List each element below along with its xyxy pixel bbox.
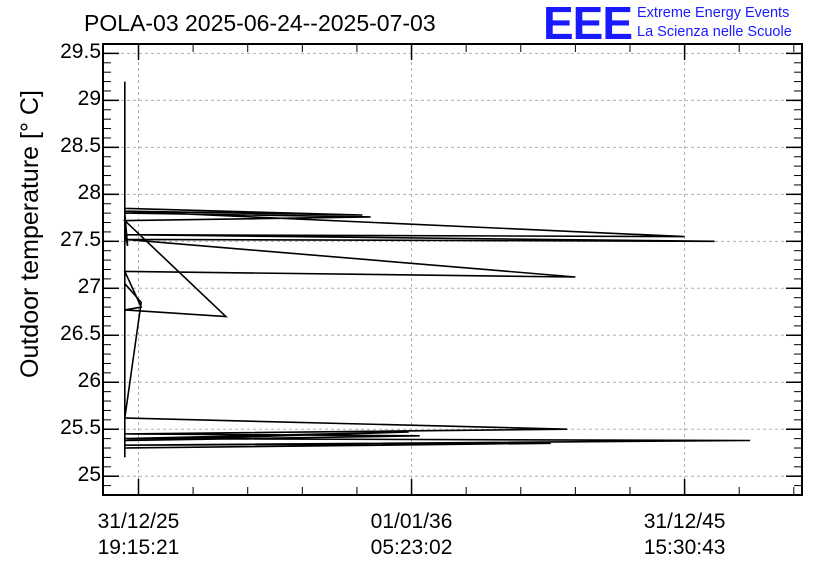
y-tick-label: 28 [77,181,101,205]
y-axis-label: Outdoor temperature [° C] [16,90,44,378]
chart-title: POLA-03 2025-06-24--2025-07-03 [84,10,436,36]
x-tick-label: 31/12/25 19:15:21 [68,509,208,561]
series-lines [122,81,751,458]
x-tick-date: 31/12/25 [97,510,180,533]
temperature-series-line [122,81,751,458]
x-tick-time: 05:23:02 [370,536,453,559]
eee-logo: EEE [543,0,633,49]
logo-line-2: La Scienza nelle Scuole [637,24,792,40]
logo-line-1: Extreme Energy Events [637,5,790,21]
x-tick-label: 01/01/36 05:23:02 [342,509,482,561]
x-tick-label: 31/12/45 15:30:43 [615,509,755,561]
x-tick-time: 19:15:21 [97,536,180,559]
y-tick-label: 27 [77,275,101,299]
logo-caption: Extreme Energy Events La Scienza nelle S… [637,4,792,42]
y-tick-label: 26 [77,369,101,393]
plot-frame [102,43,803,496]
grid-lines [103,44,802,495]
y-tick-label: 28.5 [60,134,101,158]
axis-ticks [103,43,802,496]
y-tick-label: 27.5 [60,228,101,252]
y-tick-label: 29.5 [60,40,101,64]
x-tick-time: 15:30:43 [643,536,726,559]
y-tick-label: 26.5 [60,322,101,346]
x-tick-date: 01/01/36 [370,510,453,533]
x-tick-date: 31/12/45 [643,510,726,533]
y-tick-label: 25 [77,463,101,487]
y-tick-label: 25.5 [60,416,101,440]
y-tick-label: 29 [77,87,101,111]
